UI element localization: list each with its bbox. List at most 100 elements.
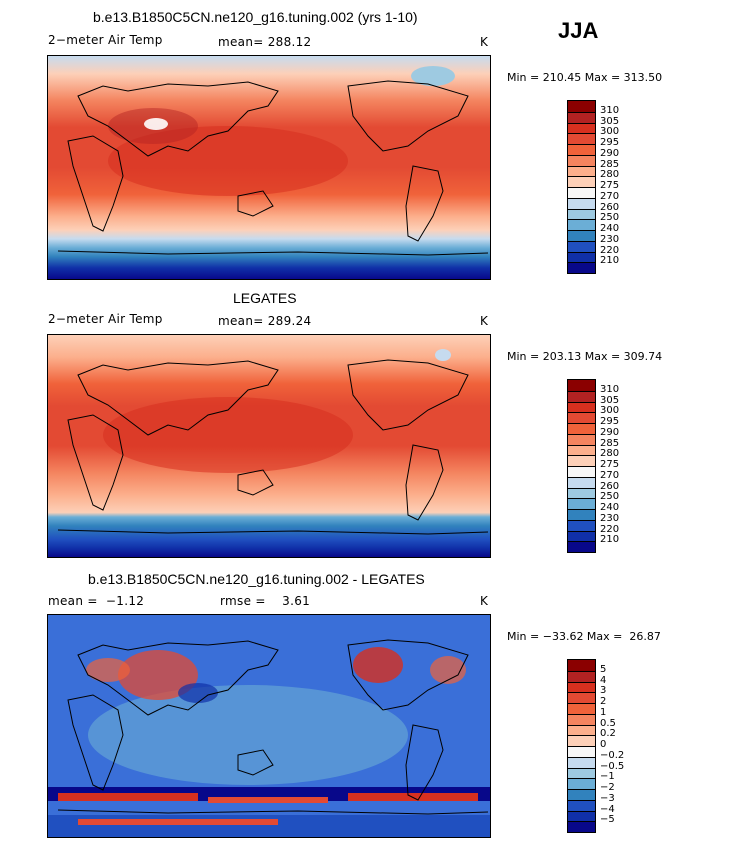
panel-1-map-svg [48,56,490,279]
colorbar-segment [568,466,595,477]
colorbar-segment [568,240,595,252]
colorbar-segment [568,262,595,273]
colorbar-tick-label: 250 [600,212,620,224]
panel-2-mean-label: mean= 289.24 [218,314,312,328]
colorbar-tick-label: 275 [600,180,620,191]
colorbar-tick-label: 300 [600,405,620,417]
panel-3-colorbar-labels: 5 4 3 2 1 0.5 0.2 0 −0.2 −0.5 −1 −2 −3 −4 −5 [600,659,640,831]
colorbar-segment [568,530,595,542]
panel-2-units-label: K [480,314,489,328]
colorbar-tick-label: 285 [600,158,620,170]
panel-2-title: LEGATES [233,290,297,306]
colorbar-segment [568,703,595,714]
panel-3-units-label: K [480,594,489,608]
panel-3-title: b.e13.B1850C5CN.ne120_g16.tuning.002 - L… [88,571,425,587]
colorbar-segment [568,390,595,402]
colorbar-tick-label: 4 [600,674,607,686]
panel-1-map [47,55,491,280]
colorbar-tick-label: 210 [600,255,620,267]
colorbar-segment [568,444,595,456]
colorbar-segment [568,713,595,725]
colorbar-segment [568,541,595,552]
colorbar-segment [568,176,595,187]
colorbar-tick-label: 210 [600,534,620,546]
colorbar-segment [568,498,595,509]
colorbar-segment [568,681,595,693]
colorbar-segment [568,380,595,391]
colorbar-segment [568,767,595,779]
colorbar-tick-label: 220 [600,244,620,256]
panel-2-variable-label: 2−meter Air Temp [48,312,163,326]
panel-2-minmax: Min = 203.13 Max = 309.74 [507,350,663,363]
panel-1-title: b.e13.B1850C5CN.ne120_g16.tuning.002 (yr… [93,9,418,25]
colorbar-tick-label: 2 [600,696,607,707]
panel-1-colorbar [567,100,596,274]
colorbar-tick-label: 310 [600,383,620,395]
colorbar-segment [568,670,595,682]
colorbar-tick-label: 230 [600,512,620,524]
colorbar-segment [568,219,595,230]
colorbar-tick-label: −3 [600,792,615,804]
colorbar-tick-label: 250 [600,491,620,503]
colorbar-segment [568,746,595,757]
colorbar-tick-label: 290 [600,147,620,159]
colorbar-segment [568,789,595,800]
colorbar-segment [568,487,595,499]
panel-3-mean-label: mean = −1.12 [48,594,145,608]
colorbar-tick-label: −5 [600,814,615,826]
panel-2-map-svg [48,335,490,557]
colorbar-tick-label: 240 [600,502,620,513]
panel-3-colorbar [567,659,596,833]
panel-2-colorbar-labels: 310 305 300 295 290 285 280 275 270 260 250 240 230 2… [600,379,640,551]
panel-1-variable-label: 2−meter Air Temp [48,33,163,47]
colorbar-tick-label: 300 [600,126,620,138]
colorbar-tick-label: 305 [600,394,620,406]
colorbar-tick-label: 0.5 [600,717,616,729]
season-label: JJA [558,18,599,43]
panel-1-minmax: Min = 210.45 Max = 313.50 [507,71,663,84]
colorbar-segment [568,133,595,144]
colorbar-tick-label: 285 [600,437,620,449]
colorbar-tick-label: 260 [600,201,620,213]
colorbar-segment [568,799,595,811]
panel-2-map [47,334,491,558]
colorbar-segment [568,810,595,822]
colorbar-tick-label: 260 [600,480,620,492]
colorbar-tick-label: 3 [600,685,607,697]
colorbar-tick-label: 230 [600,233,620,245]
colorbar-tick-label: 290 [600,426,620,438]
colorbar-segment [568,423,595,434]
colorbar-tick-label: 310 [600,104,620,116]
colorbar-segment [568,412,595,423]
colorbar-tick-label: 5 [600,663,607,675]
colorbar-tick-label: 270 [600,190,620,202]
panel-2-colorbar [567,379,596,553]
colorbar-segment [568,660,595,671]
colorbar-segment [568,230,595,241]
panel-1-mean-label: mean= 288.12 [218,35,312,49]
colorbar-segment [568,101,595,112]
colorbar-tick-label: −0.5 [600,760,625,772]
colorbar-segment [568,778,595,789]
colorbar-tick-label: 1 [600,706,607,718]
colorbar-tick-label: 270 [600,469,620,481]
colorbar-tick-label: 0.2 [600,728,616,740]
colorbar-segment [568,692,595,703]
panel-3-map [47,614,491,838]
colorbar-segment [568,509,595,520]
colorbar-tick-label: 295 [600,137,620,148]
colorbar-tick-label: 275 [600,459,620,470]
colorbar-segment [568,111,595,123]
colorbar-segment [568,724,595,736]
panel-3-rmse-label: rmse = 3.61 [220,594,311,608]
colorbar-tick-label: 305 [600,115,620,127]
colorbar-tick-label: 295 [600,416,620,427]
colorbar-segment [568,821,595,832]
colorbar-segment [568,519,595,531]
colorbar-tick-label: 0 [600,739,607,750]
colorbar-tick-label: 280 [600,448,620,460]
colorbar-segment [568,476,595,488]
colorbar-tick-label: −4 [600,803,615,815]
colorbar-segment [568,197,595,209]
panel-1-colorbar-labels: 310 305 300 295 290 285 280 275 270 260 250 240 230 2… [600,100,640,272]
